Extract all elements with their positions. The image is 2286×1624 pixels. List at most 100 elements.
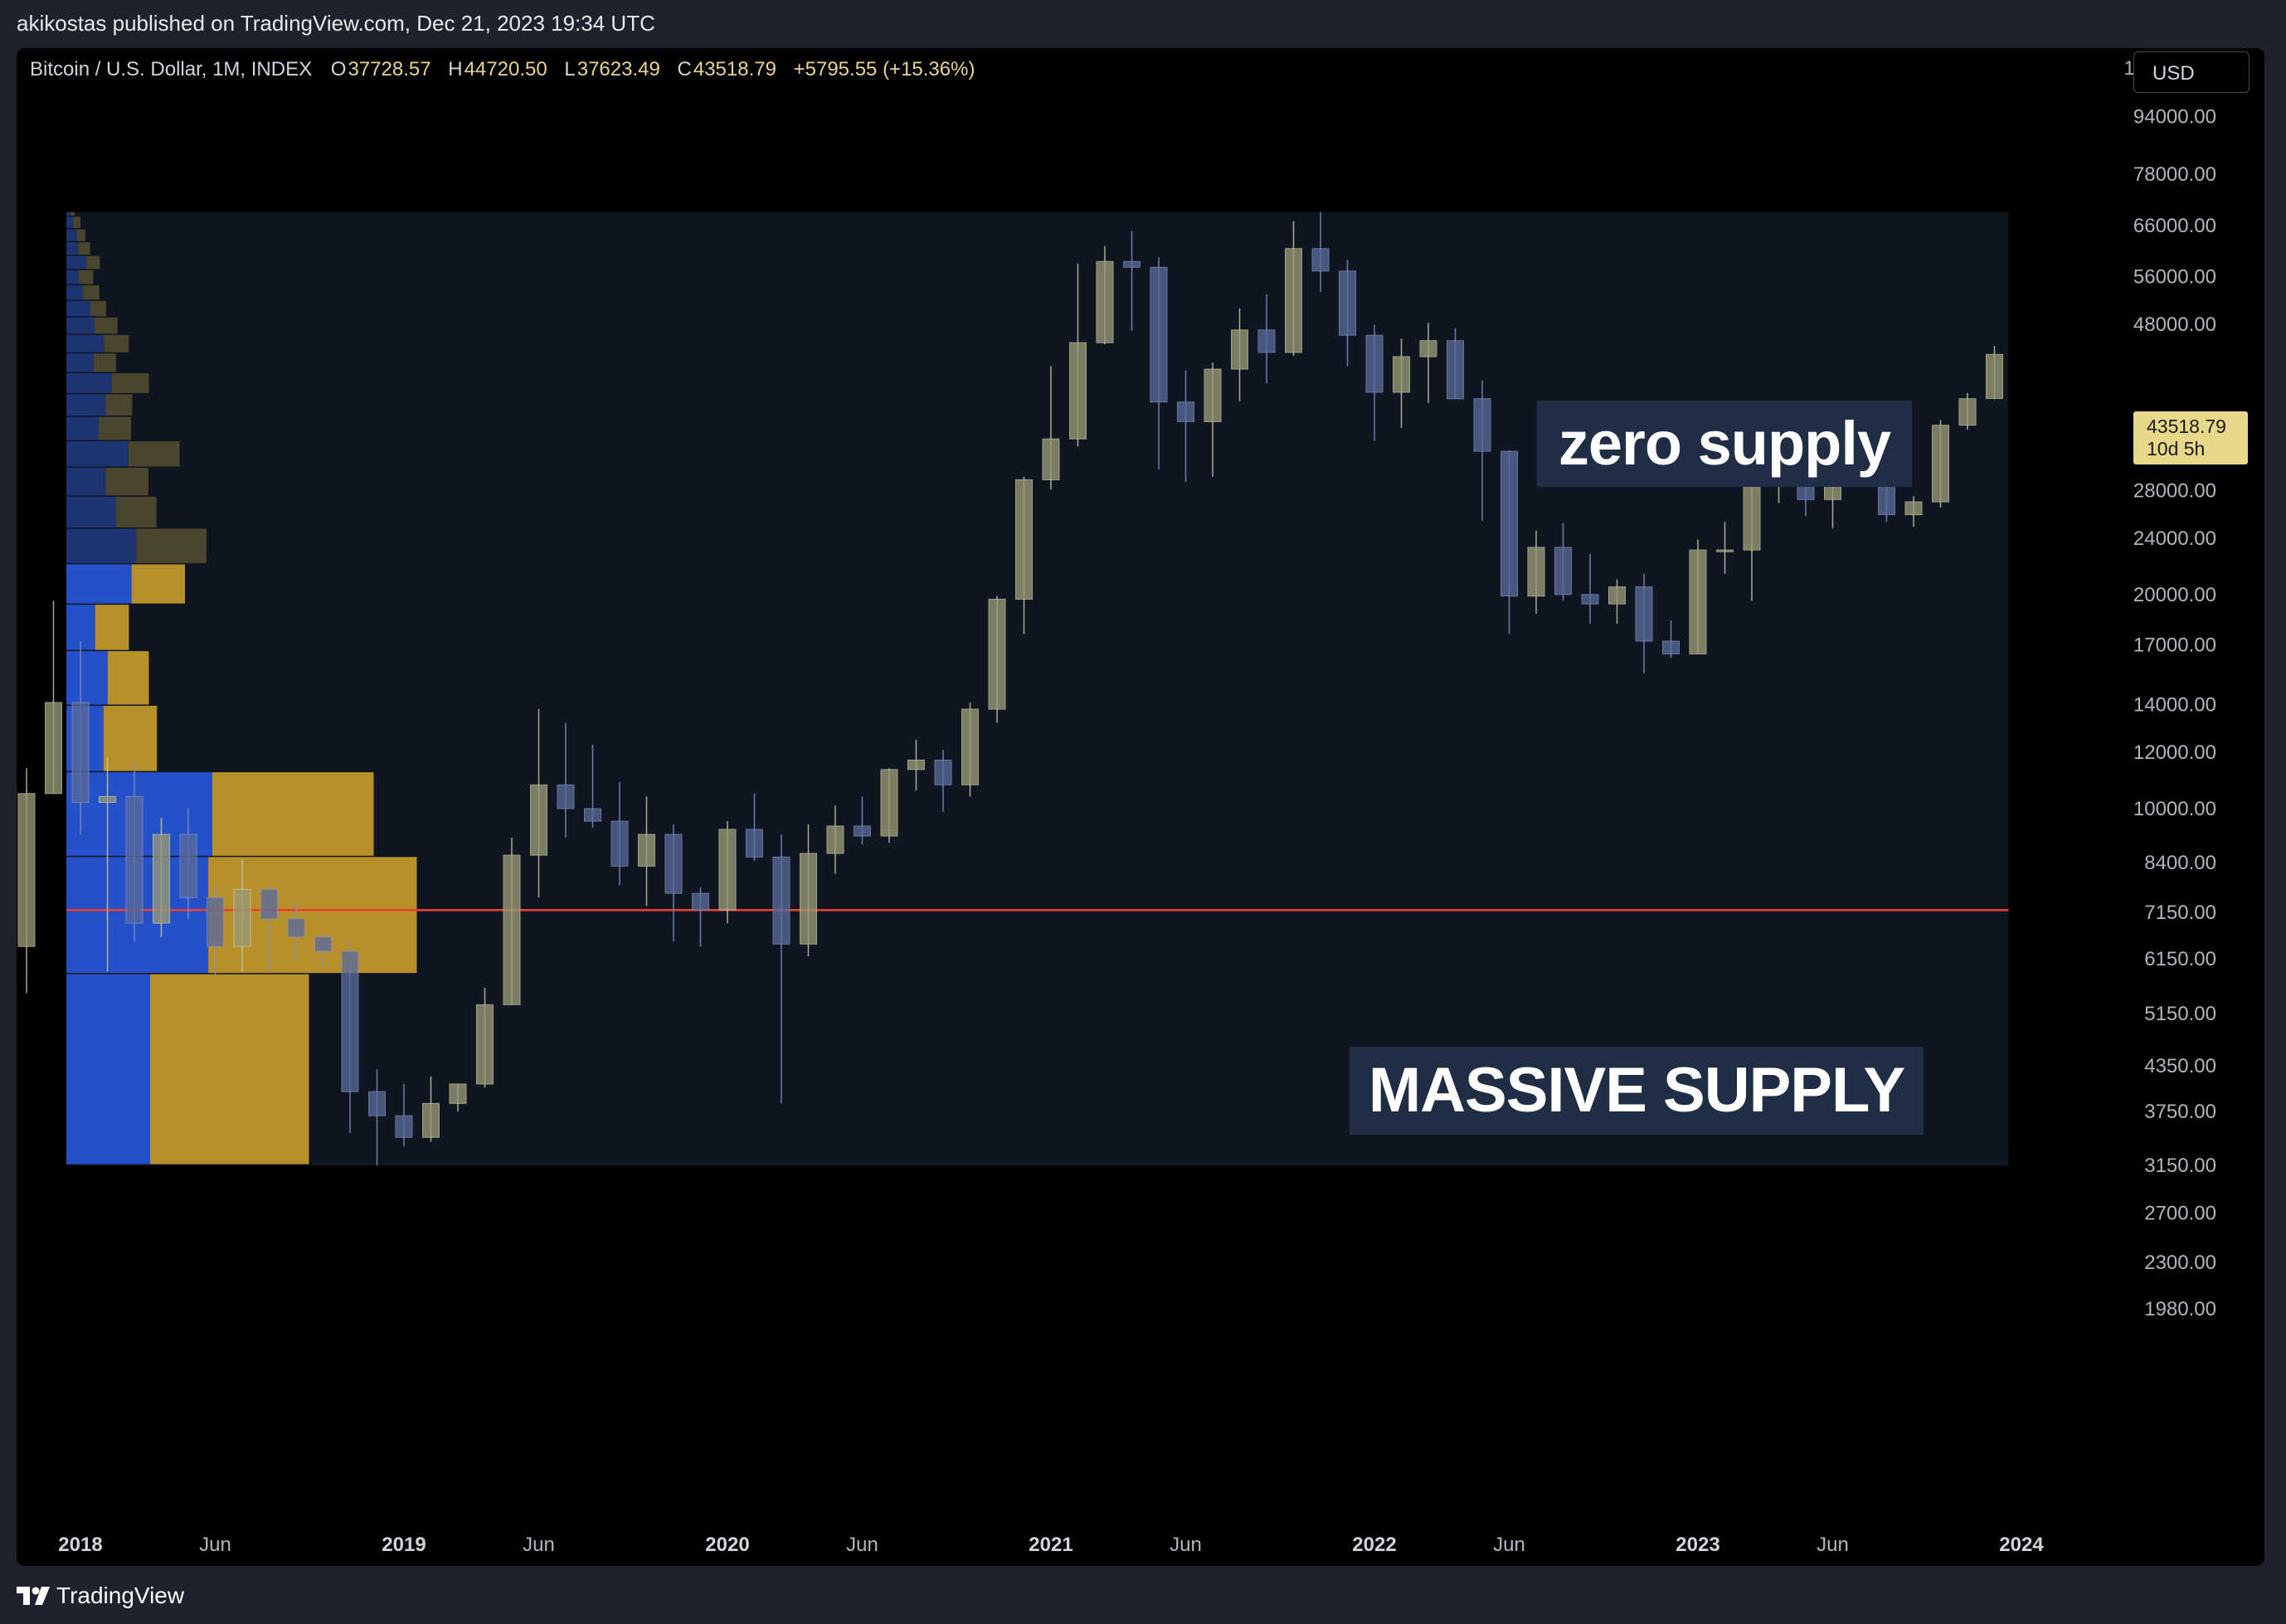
candle-body (1500, 450, 1518, 597)
candle-body (17, 793, 36, 947)
annotation-massive-supply[interactable]: MASSIVE SUPPLY (1350, 1047, 1924, 1135)
candle-body (530, 784, 547, 856)
candle-body (233, 888, 251, 947)
candle-body (207, 897, 224, 947)
candle-body (422, 1102, 440, 1138)
y-axis-tick-label: 14000.00 (2133, 694, 2216, 717)
candle-body (826, 825, 844, 854)
candle-body (1015, 479, 1033, 600)
candle-body (1311, 248, 1330, 272)
open-key: O (330, 58, 347, 80)
volume-profile-up-bar (66, 255, 87, 270)
currency-button[interactable]: USD (2133, 51, 2250, 93)
candle-body (557, 784, 575, 810)
candle-body (1204, 368, 1222, 422)
candle-body (1554, 547, 1572, 596)
candle-body (341, 951, 359, 1092)
volume-profile-down-bar (93, 353, 116, 372)
volume-profile-up-bar (66, 528, 137, 563)
volume-profile-down-bar (86, 255, 100, 270)
x-axis-tick-label: Jun (523, 1534, 555, 1556)
volume-profile-up-bar (66, 974, 150, 1165)
symbol-legend: Bitcoin / U.S. Dollar, 1M, INDEX O37728.… (30, 58, 976, 81)
volume-profile-down-bar (90, 300, 107, 317)
volume-profile-down-bar (136, 528, 207, 563)
y-axis-tick-label: 10000.00 (2133, 798, 2216, 820)
y-axis-tick-label: 5150.00 (2144, 1003, 2216, 1025)
volume-profile-up-bar (66, 284, 83, 300)
x-axis-tick-label: 2022 (1352, 1534, 1396, 1556)
candle-body (1365, 334, 1384, 393)
last-price-value: 43518.79 (2147, 416, 2226, 437)
y-axis-tick-label: 2300.00 (2144, 1252, 2216, 1274)
x-axis-tick-label: Jun (1493, 1534, 1525, 1556)
volume-profile-up-bar (66, 353, 94, 372)
volume-profile-down-bar (82, 284, 100, 300)
candle-body (1716, 549, 1734, 552)
candle-body (314, 936, 332, 952)
volume-profile-down-bar (105, 394, 133, 416)
volume-profile-down-bar (94, 317, 118, 334)
candle-body (1177, 401, 1194, 422)
volume-profile-up-bar (66, 300, 90, 317)
candle-body (1231, 329, 1248, 370)
x-axis-tick-label: Jun (199, 1534, 231, 1556)
brand-name: TradingView (56, 1583, 185, 1608)
y-axis-tick-label: 6150.00 (2144, 948, 2216, 970)
publisher-text: akikostas published on TradingView.com, … (17, 11, 655, 36)
low-key: L (564, 58, 576, 80)
candle-body (854, 825, 871, 837)
high-key: H (448, 58, 463, 80)
annotation-zero-supply[interactable]: zero supply (1537, 401, 1912, 487)
x-axis-tick-label: 2020 (705, 1534, 749, 1556)
x-axis-tick-label: 2024 (1999, 1534, 2044, 1556)
candle-body (1069, 342, 1087, 440)
price-chart[interactable]: 110000.0094000.0078000.0066000.0056000.0… (17, 48, 2264, 1566)
candle-body (934, 759, 952, 785)
volume-profile-up-bar (66, 242, 79, 255)
volume-profile-down-bar (104, 334, 129, 353)
x-axis-tick-label: Jun (1817, 1534, 1849, 1556)
close-key: C (677, 58, 692, 80)
y-axis-tick-label: 78000.00 (2133, 163, 2216, 186)
volume-profile-up-bar (66, 394, 106, 416)
candle-body (1123, 260, 1141, 268)
candle-body (99, 795, 116, 804)
y-axis-tick-label: 48000.00 (2133, 314, 2216, 336)
x-axis-tick-label: Jun (846, 1534, 878, 1556)
y-axis-tick-label: 12000.00 (2133, 741, 2216, 764)
bar-countdown: 10d 5h (2147, 438, 2206, 459)
candle-body (503, 854, 521, 1005)
volume-profile-down-bar (129, 441, 180, 467)
chart-area[interactable]: 110000.0094000.0078000.0066000.0056000.0… (17, 48, 2264, 1566)
x-axis-tick-label: 2018 (58, 1534, 102, 1556)
candle-body (125, 795, 143, 924)
volume-profile-up-bar (66, 216, 74, 228)
candle-body (179, 834, 197, 898)
x-axis-tick-label: 2021 (1029, 1534, 1072, 1556)
volume-profile-down-bar (73, 216, 80, 228)
tradingview-icon (17, 1587, 50, 1605)
candle-body (1581, 594, 1599, 605)
volume-profile-up-bar (66, 317, 95, 334)
candle-body (71, 702, 90, 804)
candle-body (153, 834, 170, 924)
volume-profile-up-bar (66, 564, 132, 604)
candle-body (1689, 549, 1707, 654)
candle-body (1932, 425, 1949, 503)
y-axis-tick-label: 56000.00 (2133, 265, 2216, 288)
y-axis-tick-label: 4350.00 (2144, 1055, 2216, 1077)
candle-body (610, 820, 629, 867)
candle-body (368, 1091, 386, 1116)
tradingview-logo[interactable]: TradingView (17, 1583, 184, 1609)
volume-profile-down-bar (149, 974, 309, 1165)
volume-profile-down-bar (99, 416, 131, 440)
candle-body (1608, 586, 1626, 605)
candle-body (1662, 640, 1680, 654)
y-axis-tick-label: 3750.00 (2144, 1101, 2216, 1123)
candle-body (1447, 340, 1464, 400)
close-value: 43518.79 (693, 58, 776, 80)
volume-profile-up-bar (66, 467, 106, 496)
volume-profile-down-bar (105, 467, 148, 496)
change-value: +5795.55 (+15.36%) (793, 58, 975, 80)
